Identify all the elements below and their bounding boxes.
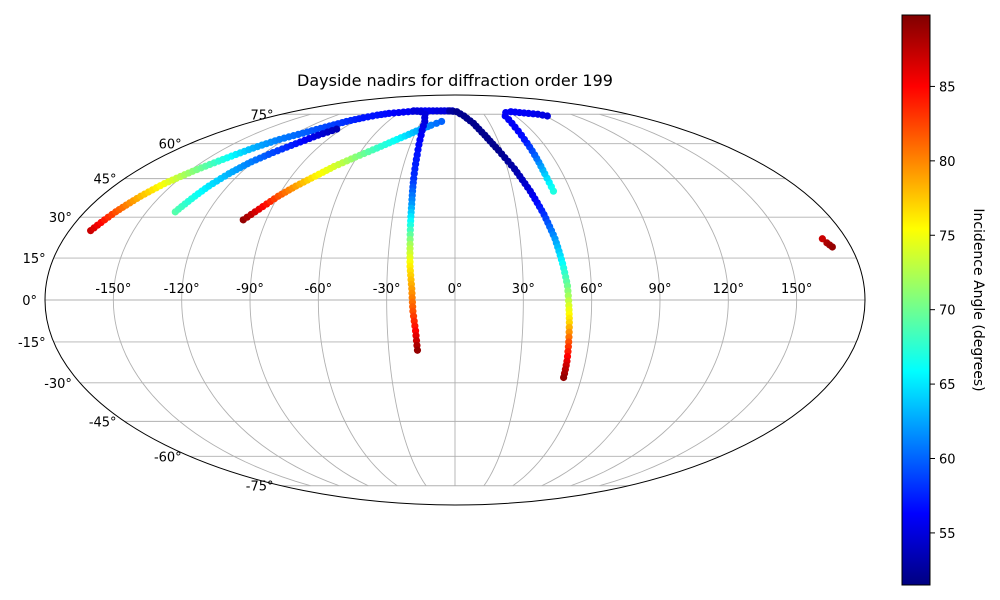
longitude-tick-label: 120° xyxy=(713,282,744,297)
data-point xyxy=(437,117,446,126)
longitude-gridline xyxy=(483,114,524,486)
gridlines xyxy=(45,113,865,487)
longitude-gridline xyxy=(599,113,798,487)
longitude-gridline xyxy=(512,113,593,487)
latitude-tick-label: -60° xyxy=(154,450,182,465)
longitude-tick-label: 0° xyxy=(448,282,463,297)
globe-boundary xyxy=(44,94,866,506)
data-points xyxy=(87,107,836,382)
chart-title: Dayside nadirs for diffraction order 199 xyxy=(297,71,613,90)
colorbar-tick-label: 55 xyxy=(939,527,956,542)
colorbar: 55 60 65 70 75 80 85 Incidence Angle (degrees) xyxy=(901,14,986,586)
colorbar-tick-label: 75 xyxy=(939,229,956,244)
latitude-tick-label: 75° xyxy=(250,108,273,123)
longitude-gridline xyxy=(570,113,729,487)
longitude-tick-label: -120° xyxy=(164,282,200,297)
longitude-gridline xyxy=(541,113,661,487)
data-point xyxy=(333,125,341,133)
latitude-tick-label: -30° xyxy=(44,377,72,392)
colorbar-tick-label: 85 xyxy=(939,80,956,95)
colorbar-tick-label: 60 xyxy=(939,452,956,467)
data-point xyxy=(543,112,551,120)
longitude-tick-label: 60° xyxy=(580,282,603,297)
colorbar-tick-label: 65 xyxy=(939,378,956,393)
longitude-tick-label: -60° xyxy=(304,282,332,297)
latitude-tick-label: 30° xyxy=(49,211,72,226)
colorbar-ticks: 55 60 65 70 75 80 85 xyxy=(930,80,956,542)
latitude-tick-label: 0° xyxy=(22,294,37,309)
longitude-tick-label: 150° xyxy=(781,282,812,297)
latitude-tick-label: -75° xyxy=(246,480,274,495)
colorbar-tick-label: 80 xyxy=(939,155,956,170)
colorbar-gradient xyxy=(901,14,931,586)
latitude-tick-label: -45° xyxy=(89,415,117,430)
latitude-tick-label: 15° xyxy=(23,252,46,267)
longitude-gridline xyxy=(317,113,398,487)
longitude-tick-label: -150° xyxy=(95,282,131,297)
longitude-tick-label: 90° xyxy=(648,282,671,297)
longitude-gridline xyxy=(386,114,427,486)
data-point xyxy=(828,243,836,251)
colorbar-label: Incidence Angle (degrees) xyxy=(970,208,986,391)
latitude-tick-label: 45° xyxy=(94,173,117,188)
longitude-tick-label: -90° xyxy=(236,282,264,297)
data-point xyxy=(560,373,568,382)
colorbar-tick-label: 70 xyxy=(939,304,956,319)
longitude-tick-label: -30° xyxy=(373,282,401,297)
longitude-tick-labels: -150° -120° -90° -60° -30° 0° 30° 60° 90° 120° 150… xyxy=(95,282,812,297)
longitude-tick-label: 30° xyxy=(512,282,535,297)
latitude-tick-label: -15° xyxy=(18,336,46,351)
data-point xyxy=(413,346,422,354)
latitude-tick-labels: -75° -60° -45° -30° -15° 0° 15° 30° 45° 60° 75° xyxy=(18,108,274,494)
latitude-tick-label: 60° xyxy=(159,138,182,153)
longitude-gridline xyxy=(249,113,369,487)
